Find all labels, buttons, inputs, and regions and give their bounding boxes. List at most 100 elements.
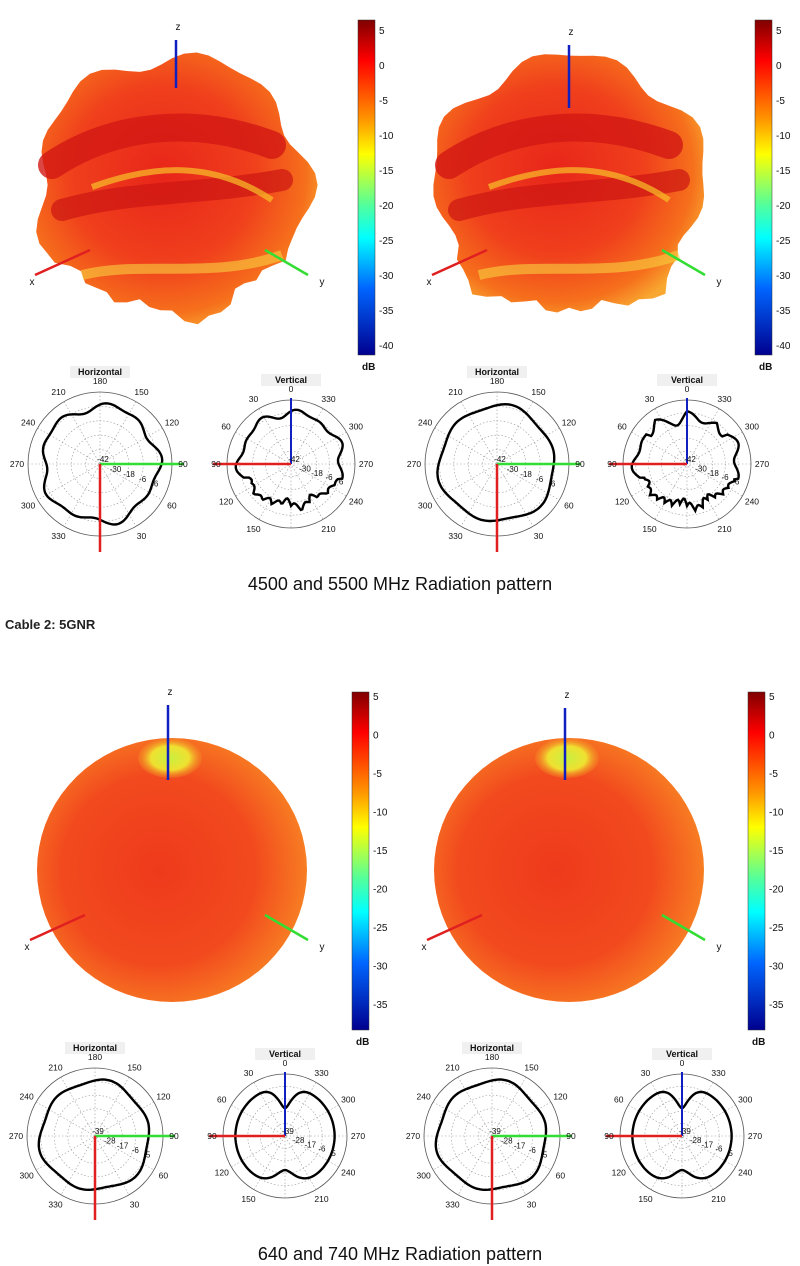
radiation-pattern-3d bbox=[37, 738, 307, 1002]
horizontal-polar-plot bbox=[423, 1042, 572, 1220]
grid-spoke bbox=[434, 427, 560, 501]
colorbar bbox=[747, 691, 766, 1031]
colorbar-tick: 0 bbox=[769, 731, 775, 742]
angle-label: 330 bbox=[48, 1199, 62, 1209]
ring-label: -39 bbox=[92, 1127, 104, 1136]
colorbar-tick: -15 bbox=[379, 166, 394, 177]
pattern-curve bbox=[234, 1090, 336, 1180]
y-axis bbox=[264, 913, 309, 942]
low-gain-band bbox=[80, 250, 284, 280]
ring-label: -6 bbox=[536, 475, 544, 484]
colorbar-tick: -25 bbox=[373, 923, 388, 934]
angle-label: 330 bbox=[717, 394, 731, 404]
angle-label: 300 bbox=[341, 1095, 355, 1105]
high-gain-band bbox=[38, 113, 286, 179]
low-gain-band bbox=[477, 250, 681, 280]
angle-label: 60 bbox=[564, 501, 574, 511]
angle-label: 120 bbox=[156, 1092, 170, 1102]
ring-label: -28 bbox=[104, 1137, 116, 1146]
angle-label: 0 bbox=[685, 384, 690, 394]
angle-label: 60 bbox=[217, 1095, 227, 1105]
angle-label: 90 bbox=[178, 459, 188, 469]
ring-label: -18 bbox=[520, 470, 532, 479]
colorbar-unit: dB bbox=[356, 1037, 369, 1048]
angle-label: 300 bbox=[19, 1171, 33, 1181]
angle-label: 150 bbox=[241, 1194, 255, 1204]
angle-label: 30 bbox=[249, 394, 259, 404]
ring-label: -17 bbox=[514, 1141, 526, 1150]
angle-label: 120 bbox=[612, 1168, 626, 1178]
null-dimple bbox=[138, 738, 202, 778]
colorbar-tick: -30 bbox=[769, 962, 784, 973]
angle-label: 330 bbox=[51, 531, 65, 541]
colorbar-tick: -20 bbox=[379, 201, 394, 212]
radiation-pattern-3d bbox=[434, 738, 704, 1002]
low-gain-band bbox=[90, 167, 274, 203]
z-axis-label: z bbox=[569, 27, 574, 38]
colorbar-tick: -15 bbox=[769, 846, 784, 857]
angle-label: 270 bbox=[351, 1131, 365, 1141]
angle-label: 330 bbox=[448, 531, 462, 541]
colorbar-tick: -25 bbox=[776, 236, 791, 247]
ring-label: -17 bbox=[117, 1141, 129, 1150]
colorbar-tick: -25 bbox=[379, 236, 394, 247]
ring-label: -6 bbox=[326, 473, 334, 482]
title-bg bbox=[652, 1048, 712, 1060]
colorbar-tick: 5 bbox=[373, 692, 379, 703]
ring-label: -42 bbox=[97, 455, 109, 464]
x-axis bbox=[431, 248, 488, 277]
grid-spoke bbox=[63, 401, 137, 527]
angle-label: 30 bbox=[527, 1199, 537, 1209]
ring-label: -42 bbox=[288, 455, 300, 464]
colorbar bbox=[357, 19, 376, 356]
angle-label: 300 bbox=[349, 422, 363, 432]
colorbar-tick: -30 bbox=[776, 271, 791, 282]
angle-label: 180 bbox=[485, 1052, 499, 1062]
angle-label: 330 bbox=[445, 1199, 459, 1209]
angle-label: 150 bbox=[134, 387, 148, 397]
angle-label: 150 bbox=[127, 1063, 141, 1073]
ring-label: -6 bbox=[318, 1145, 326, 1154]
angle-label: 60 bbox=[556, 1171, 566, 1181]
ring-label: 6 bbox=[154, 480, 159, 489]
ring-label: -6 bbox=[139, 475, 147, 484]
ring-label: -30 bbox=[507, 465, 519, 474]
colorbar bbox=[754, 19, 773, 356]
angle-label: 210 bbox=[48, 1063, 62, 1073]
colorbar-tick: -10 bbox=[379, 131, 394, 142]
colorbar-tick: -35 bbox=[379, 306, 394, 317]
angle-label: 270 bbox=[748, 1131, 762, 1141]
colorbar-tick: -5 bbox=[373, 769, 382, 780]
colorbar-tick: -35 bbox=[776, 306, 791, 317]
angle-label: 0 bbox=[289, 384, 294, 394]
ring-label: 6 bbox=[339, 478, 344, 487]
x-axis bbox=[29, 913, 86, 942]
ring-label: -39 bbox=[282, 1127, 294, 1136]
title-bg bbox=[462, 1042, 522, 1054]
angle-label: 210 bbox=[51, 387, 65, 397]
horizontal-plot-title: Horizontal bbox=[475, 367, 519, 377]
grid-spoke bbox=[60, 1076, 130, 1196]
high-gain-band bbox=[435, 113, 683, 179]
angle-label: 150 bbox=[638, 1194, 652, 1204]
colorbar-tick: -10 bbox=[373, 808, 388, 819]
colorbar bbox=[351, 691, 370, 1031]
angle-label: 240 bbox=[738, 1168, 752, 1178]
ring-label: -18 bbox=[707, 469, 719, 478]
vertical-polar-plot bbox=[213, 374, 356, 529]
angle-label: 120 bbox=[615, 497, 629, 507]
angle-label: 240 bbox=[349, 497, 363, 507]
angle-label: 30 bbox=[534, 531, 544, 541]
figure-caption-2: 640 and 740 MHz Radiation pattern bbox=[257, 1244, 543, 1264]
ring-label: -42 bbox=[494, 455, 506, 464]
y-axis-label: y bbox=[717, 942, 722, 953]
angle-label: 210 bbox=[448, 387, 462, 397]
null-dimple bbox=[535, 738, 599, 778]
ring-label: 5 bbox=[146, 1151, 151, 1160]
angle-label: 120 bbox=[215, 1168, 229, 1178]
ring-label: -17 bbox=[305, 1140, 317, 1149]
angle-label: 90 bbox=[604, 1131, 614, 1141]
colorbar-tick: 5 bbox=[776, 26, 782, 37]
angle-label: 270 bbox=[407, 459, 421, 469]
angle-label: 240 bbox=[341, 1168, 355, 1178]
